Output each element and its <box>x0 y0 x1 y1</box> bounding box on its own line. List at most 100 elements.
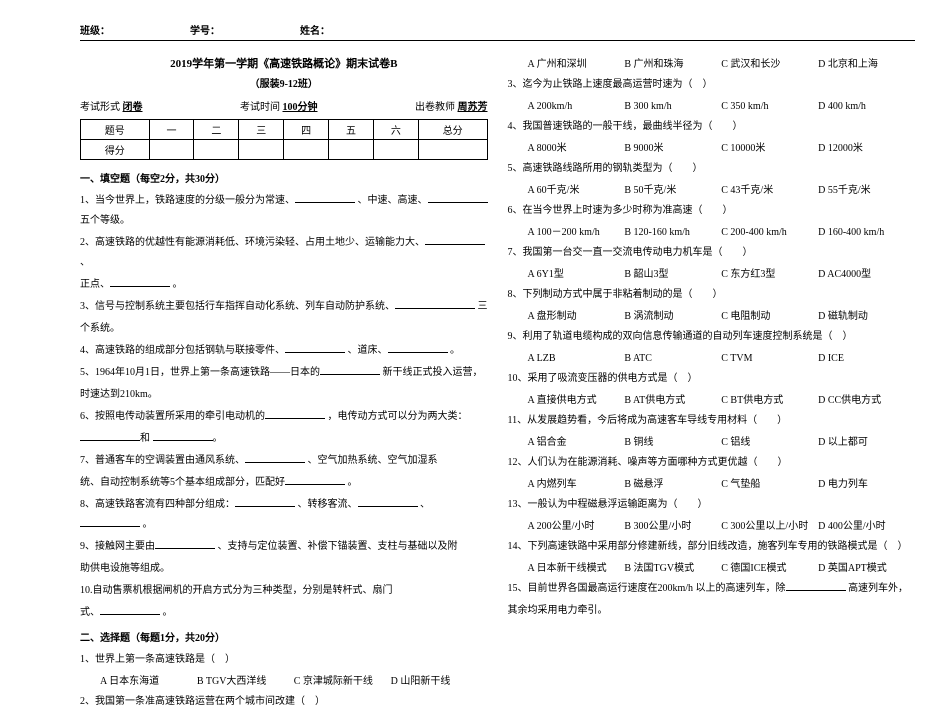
text: 。 <box>450 345 460 356</box>
right-column: A 广州和深圳 B 广州和珠海 C 武汉和长沙 D 北京和上海 3、迄今为止铁路… <box>508 55 916 644</box>
text: 9、接触网主要由 <box>80 541 155 552</box>
option-a: A 6Y1型 <box>528 265 625 285</box>
text: 助供电设施等组成。 <box>80 563 170 574</box>
cell <box>418 140 487 160</box>
question-1: 1、当今世界上，铁路速度的分级一般分为常速、 、中速、高速、 五个等级。 <box>80 191 488 231</box>
class-label: 班级： <box>80 22 110 37</box>
mc-question-4: 4、我国普速铁路的一般干线，最曲线半径为（ ） <box>508 117 916 137</box>
blank <box>395 299 475 309</box>
option-c: C 京津城际新干线 <box>294 672 391 692</box>
option-a: A LZB <box>528 349 625 369</box>
exam-subtitle: （服装9-12班） <box>80 75 488 90</box>
text: 、道床、 <box>348 345 388 356</box>
question-3: 3、信号与控制系统主要包括行车指挥自动化系统、列车自动防护系统、 三 <box>80 297 488 317</box>
option-d: D CC供电方式 <box>818 391 915 411</box>
text: 10.自动售票机根据闸机的开启方式分为三种类型，分别是转杆式、扇门 <box>80 585 393 596</box>
text: 和 <box>140 433 150 444</box>
option-a: A 200公里/小时 <box>528 517 625 537</box>
student-info-header: 班级： 学号： 姓名： <box>80 22 915 41</box>
mc-options-2: A 广州和深圳 B 广州和珠海 C 武汉和长沙 D 北京和上海 <box>508 55 916 75</box>
option-b: B 韶山3型 <box>624 265 721 285</box>
question-9: 9、接触网主要由 、支持与定位装置、补偿下锚装置、支柱与基础以及附 <box>80 537 488 557</box>
option-c: C 电阻制动 <box>721 307 818 327</box>
cell: 总分 <box>418 120 487 140</box>
blank <box>245 453 305 463</box>
text: 3、信号与控制系统主要包括行车指挥自动化系统、列车自动防护系统、 <box>80 301 395 312</box>
text: 。 <box>173 279 183 290</box>
text: 正点、 <box>80 279 110 290</box>
option-c: C 武汉和长沙 <box>721 55 818 75</box>
option-b: B 50千克/米 <box>624 181 721 201</box>
exam-time-label: 考试时间 <box>240 102 280 113</box>
question-10: 10.自动售票机根据闸机的开启方式分为三种类型，分别是转杆式、扇门 <box>80 581 488 601</box>
option-d: D 160-400 km/h <box>818 223 915 243</box>
text: 。 <box>143 519 153 530</box>
option-b: B 广州和珠海 <box>624 55 721 75</box>
mc-question-6: 6、在当今世界上时速为多少时称为准高速（ ） <box>508 201 916 221</box>
blank <box>285 343 345 353</box>
blank <box>786 581 846 591</box>
mc-options-10: A 直接供电方式 B AT供电方式 C BT供电方式 D CC供电方式 <box>508 391 916 411</box>
option-b: B 300公里/小时 <box>624 517 721 537</box>
mc-question-8: 8、下列制动方式中属于非粘着制动的是（ ） <box>508 285 916 305</box>
id-label: 学号： <box>190 22 220 37</box>
text: 7、普通客车的空调装置由通风系统、 <box>80 455 245 466</box>
cell: 二 <box>194 120 239 140</box>
mc-options-13: A 200公里/小时 B 300公里/小时 C 300公里以上/小时 D 400… <box>508 517 916 537</box>
teacher-value: 周苏芳 <box>458 102 488 113</box>
exam-type-value: 闭卷 <box>123 102 143 113</box>
option-c: C 铝线 <box>721 433 818 453</box>
blank <box>110 277 170 287</box>
mc-question-1: 1、世界上第一条高速铁路是（ ） <box>80 650 488 670</box>
text: 三 <box>478 301 488 312</box>
option-d: D 12000米 <box>818 139 915 159</box>
exam-title: 2019学年第一学期《高速铁路概论》期末试卷B <box>80 55 488 71</box>
option-a: A 日本新干线模式 <box>528 559 625 579</box>
mc-options-11: A 铝合金 B 铜线 C 铝线 D 以上都可 <box>508 433 916 453</box>
option-a: A 内燃列车 <box>528 475 625 495</box>
option-d: D 英国APT模式 <box>818 559 915 579</box>
cell: 得分 <box>81 140 150 160</box>
text: 、 <box>80 257 90 268</box>
text: 。 <box>348 477 358 488</box>
text: 统、自动控制系统等5个基本组成部分，匹配好 <box>80 477 285 488</box>
option-d: D 以上都可 <box>818 433 915 453</box>
mc-question-15: 15、目前世界各国最高运行速度在200km/h 以上的高速列车，除 高速列车外， <box>508 579 916 599</box>
cell <box>194 140 239 160</box>
option-c: C 200-400 km/h <box>721 223 818 243</box>
cell: 题号 <box>81 120 150 140</box>
text: 时速达到210km。 <box>80 389 158 400</box>
text: ，电传动方式可以分为两大类： <box>328 411 468 422</box>
left-column: 2019学年第一学期《高速铁路概论》期末试卷B （服装9-12班） 考试形式 闭… <box>80 55 488 644</box>
cell <box>149 140 194 160</box>
mc-question-10: 10、采用了吸流变压器的供电方式是（ ） <box>508 369 916 389</box>
text: 4、高速铁路的组成部分包括钢轨与联接零件、 <box>80 345 285 356</box>
question-8: 8、高速铁路客流有四种部分组成： 、转移客流、 、 。 <box>80 495 488 535</box>
name-label: 姓名： <box>300 22 330 37</box>
mc-options-7: A 6Y1型 B 韶山3型 C 东方红3型 D AC4000型 <box>508 265 916 285</box>
option-c: C 气垫船 <box>721 475 818 495</box>
mc-options-9: A LZB B ATC C TVM D ICE <box>508 349 916 369</box>
option-b: B 9000米 <box>624 139 721 159</box>
question-9b: 助供电设施等组成。 <box>80 559 488 579</box>
text: 、支持与定位装置、补偿下锚装置、支柱与基础以及附 <box>218 541 458 552</box>
header-divider <box>80 40 915 41</box>
question-5b: 时速达到210km。 <box>80 385 488 405</box>
mc-options-5: A 60千克/米 B 50千克/米 C 43千克/米 D 55千克/米 <box>508 181 916 201</box>
question-4: 4、高速铁路的组成部分包括钢轨与联接零件、 、道床、 。 <box>80 341 488 361</box>
option-c: C TVM <box>721 349 818 369</box>
option-a: A 日本东海道 <box>100 672 197 692</box>
option-d: D AC4000型 <box>818 265 915 285</box>
blank <box>295 193 355 203</box>
cell: 三 <box>239 120 284 140</box>
mc-question-11: 11、从发展趋势看，今后将成为高速客车导线专用材料（ ） <box>508 411 916 431</box>
mc-options-12: A 内燃列车 B 磁悬浮 C 气垫船 D 电力列车 <box>508 475 916 495</box>
page-columns: 2019学年第一学期《高速铁路概论》期末试卷B （服装9-12班） 考试形式 闭… <box>80 55 915 644</box>
table-row: 题号 一 二 三 四 五 六 总分 <box>81 120 488 140</box>
option-c: C BT供电方式 <box>721 391 818 411</box>
text: 、中速、高速、 <box>358 195 428 206</box>
table-row: 得分 <box>81 140 488 160</box>
text: 1、当今世界上，铁路速度的分级一般分为常速、 <box>80 195 295 206</box>
option-d: D 磁轨制动 <box>818 307 915 327</box>
blank <box>235 497 295 507</box>
